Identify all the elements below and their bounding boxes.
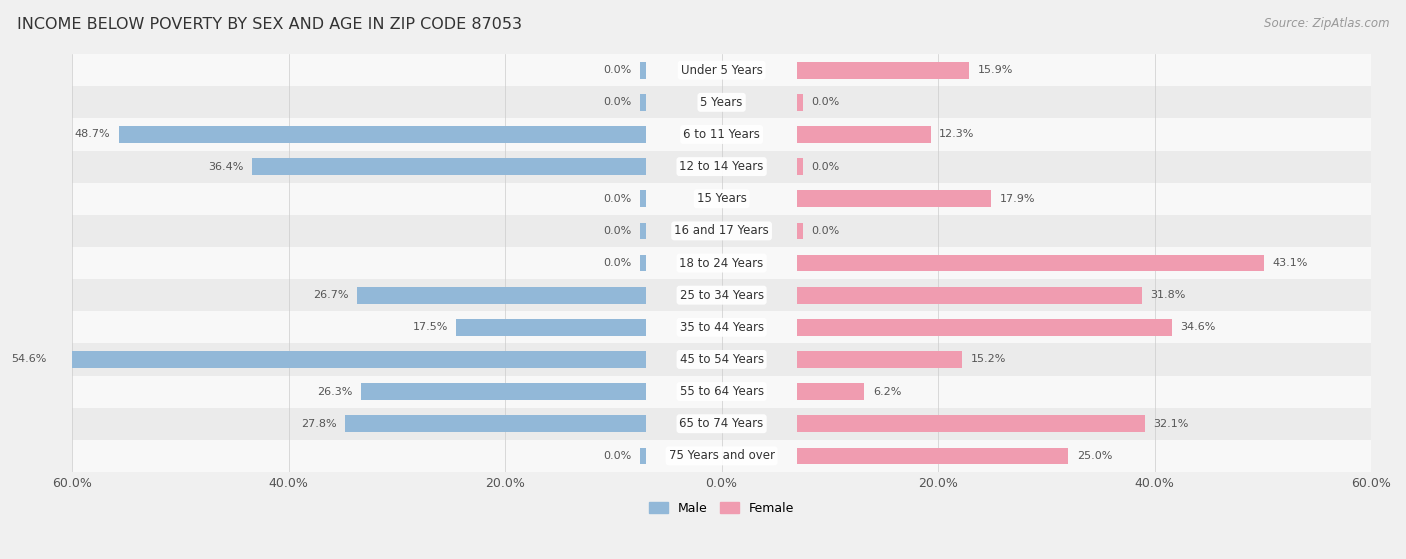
Text: 0.0%: 0.0% (603, 97, 631, 107)
Text: 15.9%: 15.9% (979, 65, 1014, 75)
Bar (641, 222, 645, 239)
FancyBboxPatch shape (72, 343, 1371, 376)
Text: 0.0%: 0.0% (811, 226, 839, 236)
FancyBboxPatch shape (72, 279, 1371, 311)
Text: 36.4%: 36.4% (208, 162, 243, 172)
Bar (797, 383, 865, 400)
Text: 35 to 44 Years: 35 to 44 Years (679, 321, 763, 334)
Bar (797, 62, 970, 79)
Text: 18 to 24 Years: 18 to 24 Years (679, 257, 763, 269)
Text: 55 to 64 Years: 55 to 64 Years (679, 385, 763, 398)
Bar (641, 62, 645, 79)
FancyBboxPatch shape (72, 215, 1371, 247)
Bar (641, 94, 645, 111)
FancyBboxPatch shape (72, 440, 1371, 472)
Text: 0.0%: 0.0% (603, 194, 631, 203)
Text: 65 to 74 Years: 65 to 74 Years (679, 417, 763, 430)
Bar (361, 383, 645, 400)
Bar (797, 222, 803, 239)
Text: 34.6%: 34.6% (1181, 323, 1216, 332)
Legend: Male, Female: Male, Female (644, 497, 799, 520)
Text: 48.7%: 48.7% (75, 130, 110, 140)
Bar (641, 191, 645, 207)
Text: 26.7%: 26.7% (312, 290, 349, 300)
Bar (797, 94, 803, 111)
Bar (797, 287, 1142, 304)
Bar (118, 126, 645, 143)
Text: 12.3%: 12.3% (939, 130, 974, 140)
Text: 15.2%: 15.2% (970, 354, 1005, 364)
FancyBboxPatch shape (72, 247, 1371, 279)
Text: 45 to 54 Years: 45 to 54 Years (679, 353, 763, 366)
FancyBboxPatch shape (72, 311, 1371, 343)
Text: Under 5 Years: Under 5 Years (681, 64, 762, 77)
Bar (357, 287, 645, 304)
Text: 75 Years and over: 75 Years and over (669, 449, 775, 462)
Text: 0.0%: 0.0% (603, 65, 631, 75)
Bar (797, 448, 1069, 464)
Bar (797, 351, 962, 368)
Text: 16 and 17 Years: 16 and 17 Years (675, 224, 769, 238)
Text: 0.0%: 0.0% (811, 97, 839, 107)
Bar (797, 415, 1144, 432)
FancyBboxPatch shape (72, 150, 1371, 183)
Bar (641, 448, 645, 464)
Text: 31.8%: 31.8% (1150, 290, 1185, 300)
Text: 0.0%: 0.0% (603, 226, 631, 236)
Text: 5 Years: 5 Years (700, 96, 742, 109)
Text: Source: ZipAtlas.com: Source: ZipAtlas.com (1264, 17, 1389, 30)
Bar (344, 415, 645, 432)
FancyBboxPatch shape (72, 86, 1371, 119)
Text: 15 Years: 15 Years (697, 192, 747, 205)
Text: 0.0%: 0.0% (811, 162, 839, 172)
Bar (457, 319, 645, 335)
Text: 17.9%: 17.9% (1000, 194, 1035, 203)
Bar (252, 158, 645, 175)
FancyBboxPatch shape (72, 119, 1371, 150)
FancyBboxPatch shape (72, 54, 1371, 86)
Text: 0.0%: 0.0% (603, 451, 631, 461)
FancyBboxPatch shape (72, 376, 1371, 408)
Text: 17.5%: 17.5% (412, 323, 447, 332)
Text: 25 to 34 Years: 25 to 34 Years (679, 288, 763, 302)
Text: 12 to 14 Years: 12 to 14 Years (679, 160, 763, 173)
Text: 32.1%: 32.1% (1153, 419, 1189, 429)
Text: 6 to 11 Years: 6 to 11 Years (683, 128, 761, 141)
Text: 54.6%: 54.6% (11, 354, 46, 364)
Bar (641, 255, 645, 271)
Text: 27.8%: 27.8% (301, 419, 336, 429)
Text: 26.3%: 26.3% (318, 387, 353, 396)
Bar (797, 191, 991, 207)
FancyBboxPatch shape (72, 408, 1371, 440)
Bar (797, 126, 931, 143)
Bar (797, 255, 1264, 271)
Text: 25.0%: 25.0% (1077, 451, 1112, 461)
Bar (797, 319, 1171, 335)
FancyBboxPatch shape (72, 183, 1371, 215)
Text: 43.1%: 43.1% (1272, 258, 1308, 268)
Text: INCOME BELOW POVERTY BY SEX AND AGE IN ZIP CODE 87053: INCOME BELOW POVERTY BY SEX AND AGE IN Z… (17, 17, 522, 32)
Text: 6.2%: 6.2% (873, 387, 901, 396)
Bar (797, 158, 803, 175)
Text: 0.0%: 0.0% (603, 258, 631, 268)
Bar (55, 351, 645, 368)
